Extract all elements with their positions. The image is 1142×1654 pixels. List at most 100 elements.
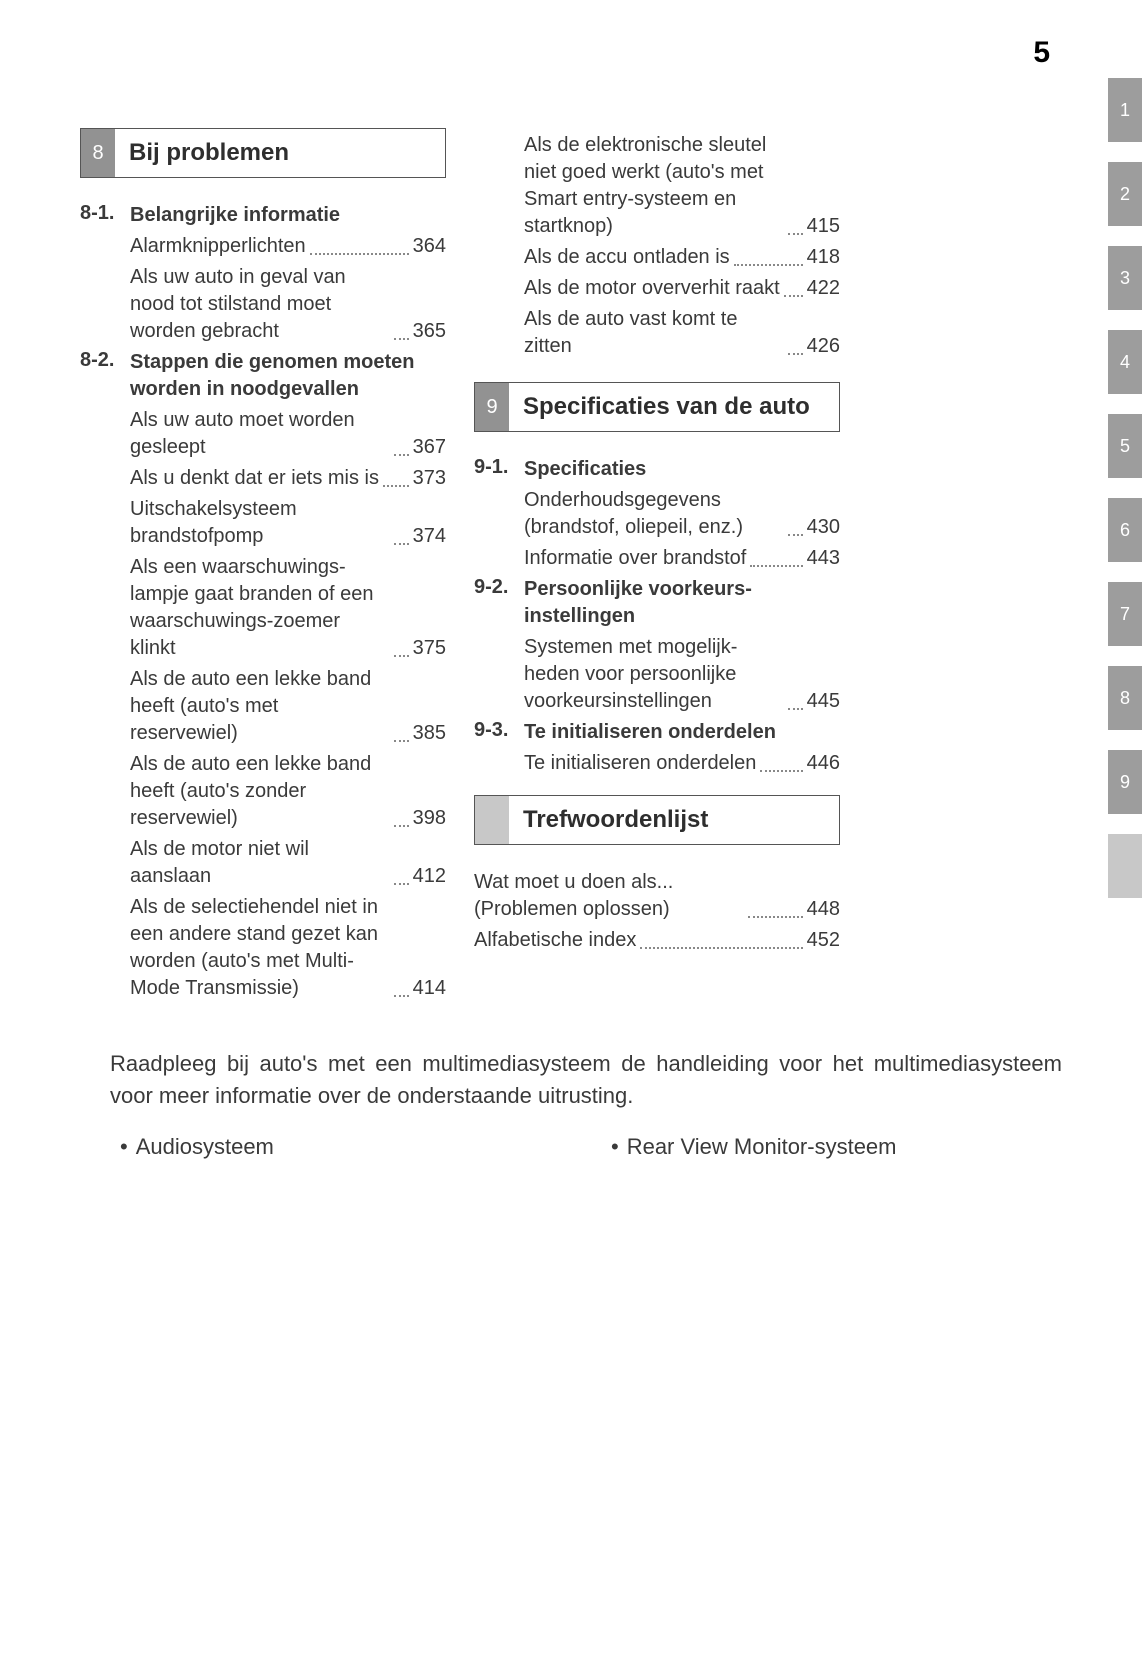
toc-entry-text: Als de accu ontladen is <box>524 244 730 271</box>
toc-entry[interactable]: Als de selectiehendel niet in een andere… <box>130 894 446 1002</box>
toc-entry[interactable]: Als de accu ontladen is 418 <box>524 244 840 271</box>
toc-entry-page: 374 <box>413 523 446 550</box>
subsection-title: Stappen die genomen moeten worden in noo… <box>130 349 446 403</box>
toc-dots <box>394 454 409 456</box>
toc-entry[interactable]: Uitschakelsysteem brandstofpomp 374 <box>130 496 446 550</box>
toc-entry-text: Uitschakelsysteem brandstofpomp <box>130 496 390 550</box>
subsection-entries: Systemen met mogelijk-heden voor persoon… <box>474 634 840 715</box>
toc-entry-text: Als uw auto in geval van nood tot stilst… <box>130 264 390 345</box>
side-tab-blank[interactable] <box>1108 834 1142 898</box>
toc-entry-page: 385 <box>413 720 446 747</box>
side-tab-7[interactable]: 7 <box>1108 582 1142 646</box>
toc-entry-page: 418 <box>807 244 840 271</box>
side-tab-6[interactable]: 6 <box>1108 498 1142 562</box>
subsection-number: 8-1. <box>80 202 130 229</box>
toc-entry[interactable]: Als de auto een lekke band heeft (auto's… <box>130 751 446 832</box>
toc-entry-text: Als de auto vast komt te zitten <box>524 306 784 360</box>
toc-entry-page: 430 <box>807 514 840 541</box>
toc-entry[interactable]: Te initialiseren onderdelen 446 <box>524 750 840 777</box>
toc-entry[interactable]: Als de elektronische sleutel niet goed w… <box>524 132 840 240</box>
toc-entry[interactable]: Als een waarschuwings-lampje gaat brande… <box>130 554 446 662</box>
toc-entry[interactable]: Als de auto vast komt te zitten 426 <box>524 306 840 360</box>
toc-entry-text: Als de auto een lekke band heeft (auto's… <box>130 751 390 832</box>
toc-entry-page: 426 <box>807 333 840 360</box>
index-entries: Wat moet u doen als... (Problemen oploss… <box>474 869 840 954</box>
side-tab-2[interactable]: 2 <box>1108 162 1142 226</box>
toc-entry-text: Als de elektronische sleutel niet goed w… <box>524 132 784 240</box>
toc-dots <box>394 655 409 657</box>
toc-dots <box>734 264 803 266</box>
toc-entry-page: 365 <box>413 318 446 345</box>
toc-dots <box>394 740 409 742</box>
toc-entry[interactable]: Als de motor oververhit raakt422 <box>524 275 840 302</box>
subsection-entries: Onderhoudsgegevens (brandstof, oliepeil,… <box>474 487 840 572</box>
toc-dots <box>310 253 409 255</box>
toc-entry-page: 367 <box>413 434 446 461</box>
toc-entry[interactable]: Alfabetische index452 <box>474 927 840 954</box>
side-tab-3[interactable]: 3 <box>1108 246 1142 310</box>
footer-item-text: Audiosysteem <box>136 1134 274 1160</box>
toc-entry-text: Wat moet u doen als... (Problemen oploss… <box>474 869 744 923</box>
toc-entry[interactable]: Als de auto een lekke band heeft (auto's… <box>130 666 446 747</box>
toc-dots <box>760 770 802 772</box>
toc-entry[interactable]: Wat moet u doen als... (Problemen oploss… <box>474 869 840 923</box>
toc-entry-page: 398 <box>413 805 446 832</box>
toc-entry-page: 443 <box>807 545 840 572</box>
toc-dots <box>394 543 409 545</box>
toc-entry-page: 415 <box>807 213 840 240</box>
toc-dots <box>788 708 803 710</box>
subsection-title: Belangrijke informatie <box>130 202 446 229</box>
toc-entry[interactable]: Als de motor niet wil aanslaan412 <box>130 836 446 890</box>
section-index-header: Trefwoordenlijst <box>474 795 840 845</box>
toc-dots <box>394 883 409 885</box>
toc-dots <box>788 534 803 536</box>
toc-entry-page: 364 <box>413 233 446 260</box>
side-tab-5[interactable]: 5 <box>1108 414 1142 478</box>
toc-entry-text: Alarmknipperlichten <box>130 233 306 260</box>
toc-entry[interactable]: Alarmknipperlichten 364 <box>130 233 446 260</box>
side-tab-9[interactable]: 9 <box>1108 750 1142 814</box>
section-8-title: Bij problemen <box>115 129 445 177</box>
side-tab-1[interactable]: 1 <box>1108 78 1142 142</box>
footer-bullet-item: •Audiosysteem <box>120 1134 571 1160</box>
toc-entry-page: 414 <box>413 975 446 1002</box>
side-tab-4[interactable]: 4 <box>1108 330 1142 394</box>
toc-entry[interactable]: Als uw auto moet worden gesleept367 <box>130 407 446 461</box>
toc-dots <box>394 338 409 340</box>
subsection-number: 9-1. <box>474 456 524 483</box>
toc-entry-page: 373 <box>413 465 446 492</box>
footer-bullet-item: •Rear View Monitor-systeem <box>611 1134 1062 1160</box>
toc-entry-text: Als u denkt dat er iets mis is <box>130 465 379 492</box>
subsection-entries: Te initialiseren onderdelen 446 <box>474 750 840 777</box>
subsection-entries: Alarmknipperlichten 364 Als uw auto in gev… <box>80 233 446 345</box>
toc-entry-text: Als de selectiehendel niet in een andere… <box>130 894 390 1002</box>
subsection-row: 9-1.Specificaties <box>474 456 840 483</box>
toc-dots <box>748 916 803 918</box>
footer-items: •Audiosysteem •Rear View Monitor-systeem <box>80 1134 1080 1160</box>
subsection-row: 9-2.Persoonlijke voorkeurs-instellingen <box>474 576 840 630</box>
side-tab-8[interactable]: 8 <box>1108 666 1142 730</box>
toc-entry-page: 446 <box>807 750 840 777</box>
toc-entry-text: Als de auto een lekke band heeft (auto's… <box>130 666 390 747</box>
toc-entry[interactable]: Onderhoudsgegevens (brandstof, oliepeil,… <box>524 487 840 541</box>
section-index-number <box>475 796 509 844</box>
toc-entry[interactable]: Als uw auto in geval van nood tot stilst… <box>130 264 446 345</box>
toc-entry[interactable]: Als u denkt dat er iets mis is 373 <box>130 465 446 492</box>
section-9-header: 9 Specificaties van de auto <box>474 382 840 432</box>
subsection-row: 8-1.Belangrijke informatie <box>80 202 446 229</box>
toc-entry-text: Te initialiseren onderdelen <box>524 750 756 777</box>
toc-entry[interactable]: Systemen met mogelijk-heden voor persoon… <box>524 634 840 715</box>
subsection-number: 9-2. <box>474 576 524 630</box>
toc-entry-text: Systemen met mogelijk-heden voor persoon… <box>524 634 784 715</box>
section-8-header: 8 Bij problemen <box>80 128 446 178</box>
toc-dots <box>394 825 409 827</box>
footer-item-text: Rear View Monitor-systeem <box>627 1134 897 1160</box>
side-tabs: 1 2 3 4 5 6 7 8 9 <box>1108 78 1142 918</box>
right-column: Als de elektronische sleutel niet goed w… <box>474 128 840 1002</box>
section-index-title: Trefwoordenlijst <box>509 796 839 844</box>
toc-entry[interactable]: Informatie over brandstof443 <box>524 545 840 572</box>
subsection-number: 9-3. <box>474 719 524 746</box>
toc-entry-page: 422 <box>807 275 840 302</box>
toc-dots <box>784 295 803 297</box>
subsection-title: Specificaties <box>524 456 840 483</box>
